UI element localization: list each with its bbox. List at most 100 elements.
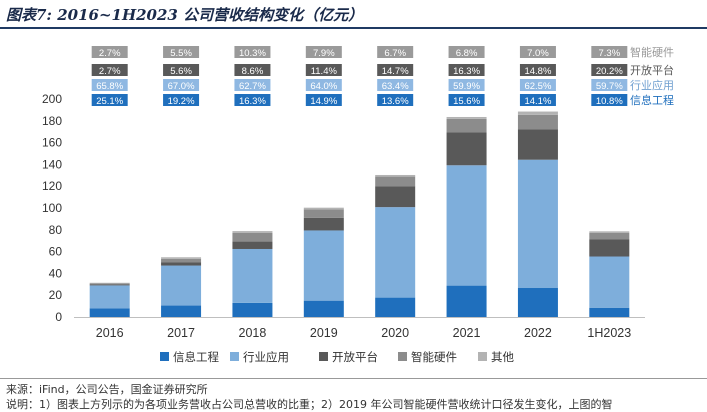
share-box (234, 46, 271, 58)
bar-segment (517, 114, 558, 130)
bar-segment (446, 116, 487, 119)
share-value: 25.1% (96, 96, 123, 107)
share-box (448, 94, 485, 106)
bar-segment (89, 284, 130, 286)
share-box (519, 64, 556, 76)
bar-segment (589, 239, 630, 257)
share-box (305, 46, 342, 58)
bar-segment (89, 308, 130, 317)
bar-segment (446, 285, 487, 317)
share-value: 13.6% (382, 96, 409, 107)
bar-segment (161, 257, 202, 259)
share-value: 63.4% (382, 81, 409, 92)
legend-label: 智能硬件 (411, 350, 457, 364)
share-box (163, 79, 200, 91)
x-tick-label: 1H2023 (587, 326, 631, 340)
share-box (163, 94, 200, 106)
share-value: 5.5% (170, 48, 192, 59)
x-tick-label: 2020 (381, 326, 409, 340)
share-value: 62.5% (524, 81, 551, 92)
y-tick-label: 160 (42, 136, 62, 150)
x-tick-label: 2022 (524, 326, 552, 340)
share-value: 62.7% (239, 81, 266, 92)
bar-segment (446, 118, 487, 133)
share-value: 67.0% (168, 81, 195, 92)
bar-segment (303, 300, 344, 317)
share-box (519, 79, 556, 91)
footer-rule (0, 378, 707, 379)
bar-segment (303, 209, 344, 218)
x-tick-label: 2021 (453, 326, 481, 340)
share-box (519, 46, 556, 58)
share-box (234, 79, 271, 91)
y-tick-label: 120 (42, 179, 62, 193)
y-tick-label: 100 (42, 201, 62, 215)
share-box (377, 46, 414, 58)
share-row-label: 开放平台 (630, 63, 674, 77)
share-box (91, 46, 128, 58)
share-row-label: 行业应用 (630, 78, 674, 92)
bar-segment (517, 111, 558, 115)
bar-segment (589, 231, 630, 233)
share-value: 8.6% (242, 66, 264, 77)
bar-segment (232, 231, 273, 233)
legend-swatch (230, 352, 239, 361)
source-text: 来源：iFind，公司公告，国金证券研究所 (6, 383, 208, 396)
bar-segment (89, 283, 130, 285)
share-value: 19.2% (168, 96, 195, 107)
bar-segment (303, 230, 344, 301)
x-tick-label: 2018 (239, 326, 267, 340)
share-value: 59.7% (596, 81, 623, 92)
share-box (305, 79, 342, 91)
bar-segment (517, 159, 558, 289)
share-box (91, 79, 128, 91)
share-box (448, 79, 485, 91)
bar-segment (232, 248, 273, 303)
share-box (591, 64, 628, 76)
bar-segment (161, 305, 202, 317)
bar-segment (375, 186, 416, 208)
share-value: 7.3% (598, 48, 620, 59)
bar-segment (161, 265, 202, 306)
bar-segment (89, 285, 130, 309)
y-tick-label: 40 (49, 266, 63, 280)
share-value: 14.1% (524, 96, 551, 107)
share-box (91, 94, 128, 106)
share-box (305, 94, 342, 106)
bar-segment (232, 302, 273, 317)
share-box (163, 64, 200, 76)
bar-segment (89, 282, 130, 284)
bar-segment (375, 174, 416, 177)
y-tick-label: 200 (42, 92, 62, 106)
y-tick-label: 20 (49, 288, 63, 302)
stacked-bar-chart: 0 20 40 60 80 100 120 140 160 180 200 2016 2017 2018 2… (42, 45, 674, 364)
share-value: 14.9% (310, 96, 337, 107)
share-value: 6.7% (384, 48, 406, 59)
bar-segment (161, 262, 202, 266)
legend-swatch (478, 352, 487, 361)
legend-label: 其他 (491, 350, 514, 364)
bar-segment (232, 232, 273, 242)
legend-swatch (319, 352, 328, 361)
share-value: 6.8% (456, 48, 478, 59)
x-tick-label: 2019 (310, 326, 338, 340)
share-value: 16.3% (239, 96, 266, 107)
share-value: 10.3% (239, 48, 266, 59)
bar-segment (303, 217, 344, 231)
y-tick-label: 60 (49, 245, 63, 259)
share-value: 7.0% (527, 48, 549, 59)
y-tick-label: 80 (49, 223, 63, 237)
share-value: 65.8% (96, 81, 123, 92)
share-box (448, 64, 485, 76)
share-row-label: 智能硬件 (630, 45, 674, 59)
bar-segment (446, 165, 487, 286)
title-rule (0, 27, 707, 29)
share-box (591, 79, 628, 91)
bar-segment (446, 132, 487, 166)
legend-label: 信息工程 (173, 350, 219, 364)
share-value: 15.6% (453, 96, 480, 107)
legend-label: 开放平台 (332, 350, 378, 364)
share-box (234, 64, 271, 76)
bar-segment (517, 129, 558, 160)
share-box (163, 46, 200, 58)
